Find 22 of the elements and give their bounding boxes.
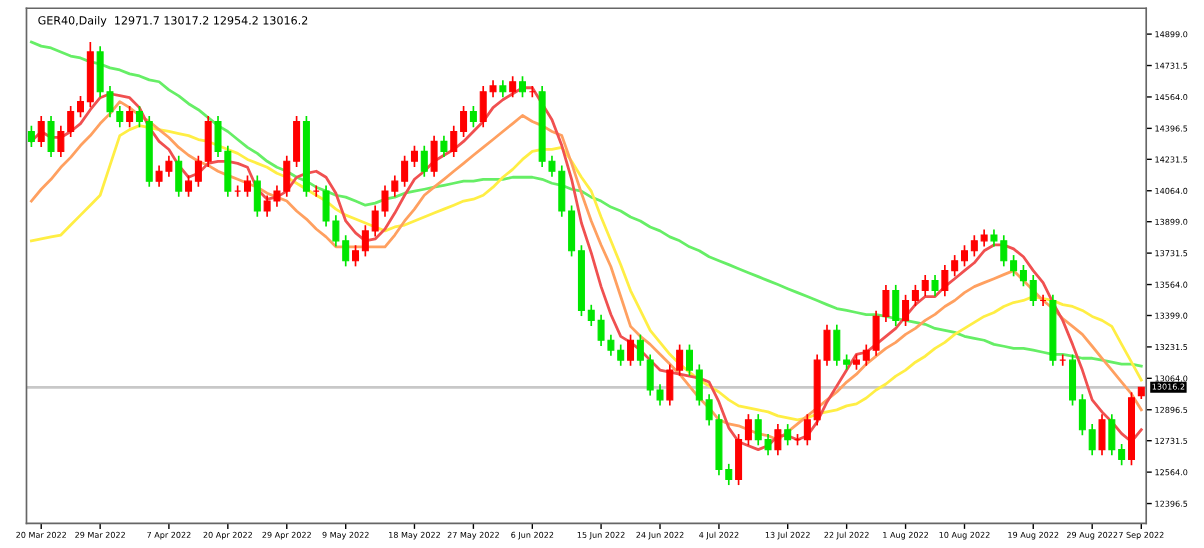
- candlestick: [37, 115, 45, 148]
- candlestick: [519, 75, 527, 99]
- candlestick: [430, 134, 438, 178]
- candlestick: [27, 125, 35, 148]
- candlestick: [931, 274, 939, 298]
- candlestick: [47, 115, 55, 158]
- candlestick: [774, 423, 782, 457]
- candlestick: [126, 105, 134, 128]
- candlestick: [440, 134, 448, 158]
- candlestick: [312, 184, 320, 198]
- candlestick: [243, 174, 251, 198]
- candlestick: [509, 75, 517, 99]
- candlestick: [175, 154, 183, 198]
- candlestick: [892, 284, 900, 327]
- candlestick: [253, 174, 261, 218]
- candlestick: [469, 105, 477, 128]
- candlestick: [784, 423, 792, 447]
- candlestick: [627, 333, 635, 367]
- candlestick: [1059, 353, 1067, 367]
- candlestick: [1098, 413, 1106, 457]
- line-series: [30, 40, 1143, 368]
- candlestick: [420, 144, 428, 178]
